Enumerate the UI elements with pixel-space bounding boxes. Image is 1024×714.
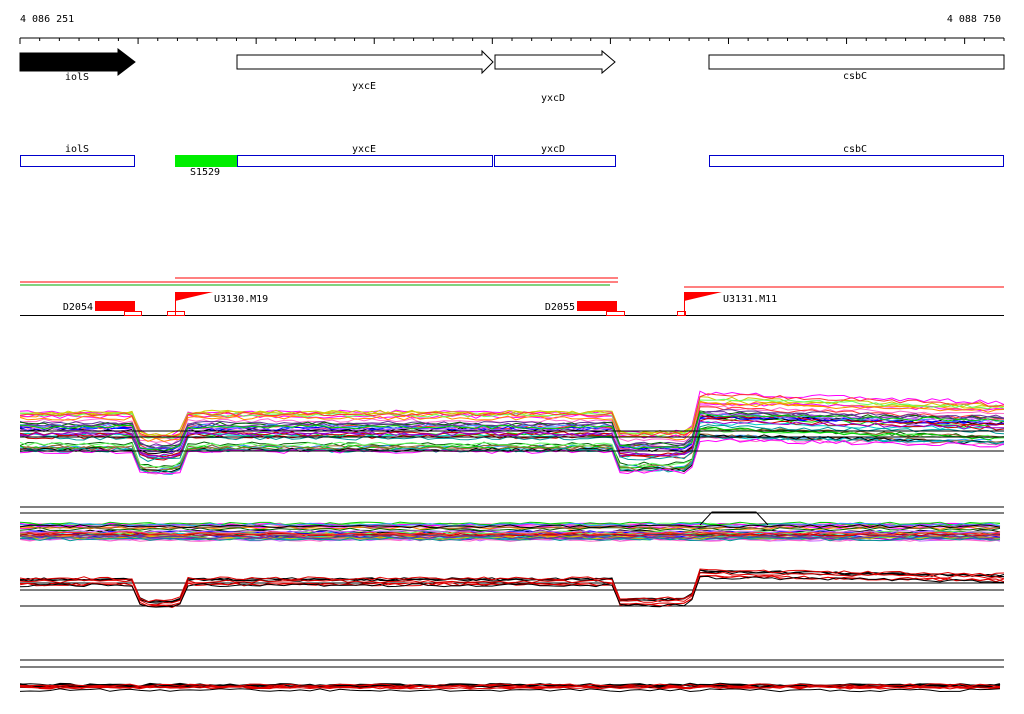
- expression-profile-line: [20, 531, 1001, 536]
- expression-profile-line: [20, 522, 1001, 527]
- gene-label-csbC: csbC: [843, 71, 867, 82]
- expression-profile-line: [20, 683, 1001, 688]
- expression-profile-line: [20, 535, 1001, 540]
- expression-profile-line: [20, 410, 1004, 450]
- transcript-iolS[interactable]: [20, 155, 135, 167]
- promoter-flag-U3130[interactable]: [175, 292, 213, 301]
- expression-profile-line: [20, 569, 1004, 603]
- transcript-label-iolS: iolS: [65, 144, 89, 155]
- promoter-marker-U3130: [167, 311, 185, 316]
- coordinate-ruler: 4 086 251 4 088 750: [19, 14, 1005, 44]
- transcript-yxcE[interactable]: [237, 155, 493, 167]
- gene-label-yxcE: yxcE: [352, 81, 376, 92]
- expression-profile-line: [20, 532, 1001, 537]
- expression-profile-line: [20, 535, 1001, 540]
- expression-peak: [699, 511, 769, 526]
- gene-arrow-yxcD[interactable]: [494, 49, 616, 75]
- expression-panel-black-red-tiling: [20, 568, 1004, 609]
- terminator-D2055[interactable]: [577, 301, 617, 311]
- expression-profile-line: [20, 571, 1004, 606]
- expression-profile-line: [20, 524, 1001, 529]
- expression-profile-line: [20, 685, 1001, 690]
- expression-profile-line: [20, 535, 1001, 540]
- expression-profile-line: [20, 393, 1004, 438]
- ruler-end-label: 4 088 750: [947, 14, 1001, 25]
- terminator-marker-D2054: [124, 311, 142, 316]
- expression-profile-line: [20, 420, 1004, 459]
- transcript-csbC[interactable]: [709, 155, 1004, 167]
- transcript-label-yxcD: yxcD: [541, 144, 565, 155]
- terminator-D2054[interactable]: [95, 301, 135, 311]
- terminator-label-D2055: D2055: [545, 302, 575, 313]
- expression-profile-line: [20, 526, 1001, 532]
- expression-profile-line: [20, 575, 1004, 608]
- gene-label-yxcD: yxcD: [541, 93, 565, 104]
- expression-profile-line: [20, 570, 1004, 604]
- expression-profile-line: [20, 435, 1004, 474]
- expression-profile-line: [20, 688, 1001, 693]
- terminator-label-D2054: D2054: [63, 302, 93, 313]
- expression-panel-multicolor-tiling: [20, 390, 1004, 476]
- expression-profile-line: [20, 522, 1001, 527]
- promoter-label-U3130: U3130.M19: [214, 294, 268, 305]
- regulatory-track[interactable]: D2054 D2055 U3130.M19 U3131.M11: [20, 277, 1004, 316]
- transcript-S1529[interactable]: [175, 155, 237, 167]
- expression-panels: [20, 390, 1004, 693]
- gene-box-csbC[interactable]: [708, 54, 1005, 70]
- transcript-yxcD[interactable]: [494, 155, 616, 167]
- ruler-ticks: [19, 38, 1005, 44]
- expression-profile-line: [20, 401, 1004, 442]
- terminator-marker-D2055: [606, 311, 625, 316]
- ruler-start-label: 4 086 251: [20, 14, 74, 25]
- gene-arrow-yxcE[interactable]: [236, 49, 494, 75]
- gene-label-iolS: iolS: [65, 72, 89, 83]
- expression-panel-multicolor-flat: [20, 506, 1004, 542]
- expression-profile-line: [20, 537, 1001, 542]
- promoter-label-U3131: U3131.M11: [723, 294, 777, 305]
- expression-profile-line: [20, 568, 1004, 603]
- expression-panel-black-red-flat: [20, 659, 1004, 693]
- gene-arrow-iolS[interactable]: [19, 47, 136, 77]
- gene-track[interactable]: iolS yxcE yxcD csbC: [19, 47, 1005, 104]
- promoter-flag-U3131[interactable]: [684, 292, 722, 301]
- transcript-label-yxcE: yxcE: [352, 144, 376, 155]
- transcript-track[interactable]: iolS S1529 yxcE yxcD csbC: [20, 144, 1004, 178]
- transcript-label-S1529: S1529: [190, 167, 220, 178]
- promoter-marker-U3131: [677, 311, 686, 316]
- expression-profile-line: [20, 438, 1004, 475]
- transcript-label-csbC: csbC: [843, 144, 867, 155]
